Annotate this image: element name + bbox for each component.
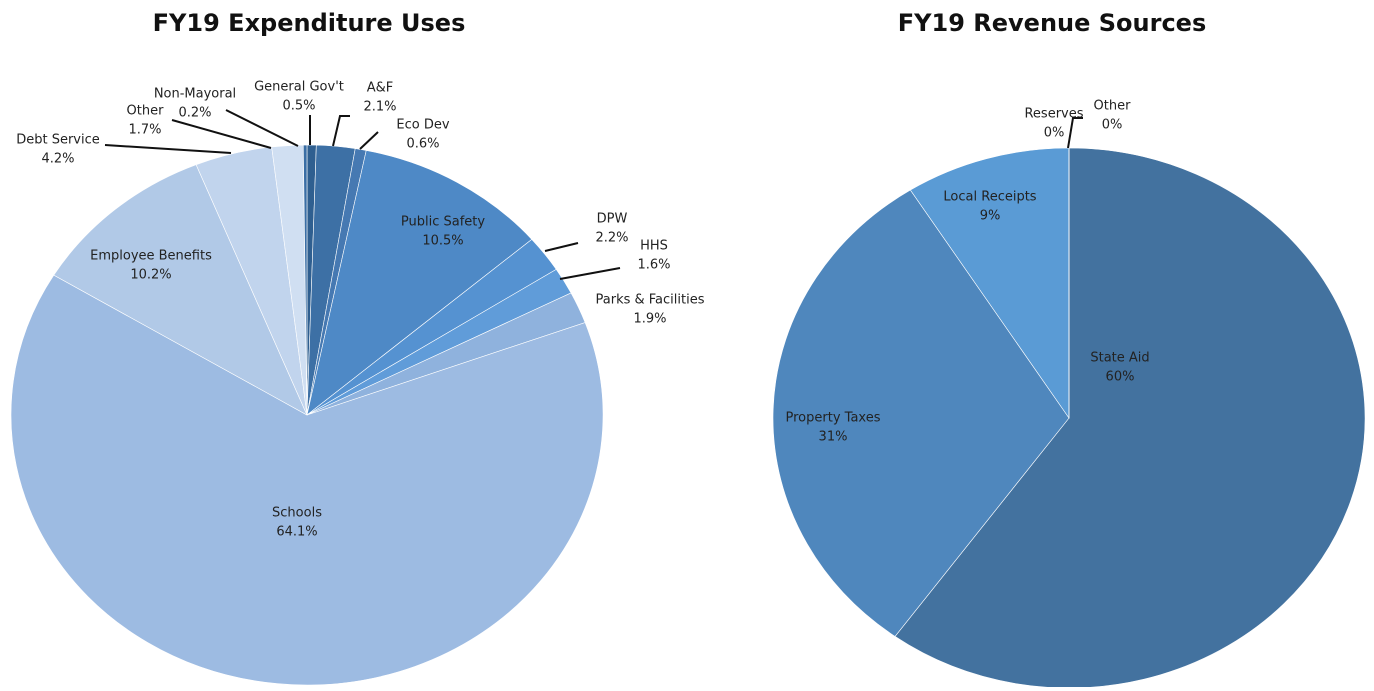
leader-line <box>104 144 232 154</box>
value-label: 60% <box>1106 370 1135 385</box>
slice-label: DPW <box>597 212 628 227</box>
slice-label: Non-Mayoral <box>154 87 236 102</box>
slice-label: HHS <box>640 239 668 254</box>
value-label: 64.1% <box>276 525 317 540</box>
slice-label: Debt Service <box>16 133 100 148</box>
leader-line <box>332 115 350 147</box>
chart-title: FY19 Expenditure Uses <box>153 9 466 37</box>
slice-label: Property Taxes <box>786 411 881 426</box>
leader-line <box>544 242 579 252</box>
pie-slice <box>53 164 308 416</box>
value-label: 0.6% <box>406 137 439 152</box>
slice-label: Public Safety <box>401 215 485 230</box>
value-label: 1.9% <box>633 312 666 327</box>
leader-line <box>171 119 272 149</box>
value-label: 0% <box>1102 118 1123 133</box>
value-label: 1.6% <box>637 258 670 273</box>
slice-label: State Aid <box>1090 351 1149 366</box>
slice-label: Eco Dev <box>396 118 449 133</box>
value-label: 0% <box>1044 126 1065 141</box>
slice-label: A&F <box>367 81 394 96</box>
value-label: 10.2% <box>130 268 171 283</box>
value-label: 2.1% <box>363 100 396 115</box>
pie-slice <box>306 150 533 416</box>
leader-line <box>225 109 299 147</box>
slice-label: General Gov't <box>254 80 344 95</box>
value-label: 2.2% <box>595 231 628 246</box>
leader-line <box>559 267 621 280</box>
slice-label: Other <box>127 104 165 119</box>
value-label: 1.7% <box>128 123 161 138</box>
slice-label: Local Receipts <box>943 190 1036 205</box>
value-label: 31% <box>819 430 848 445</box>
slice-label: Schools <box>272 506 322 521</box>
leader-line <box>1067 117 1083 149</box>
value-label: 9% <box>980 209 1001 224</box>
leader-line <box>359 131 379 150</box>
value-label: 10.5% <box>422 234 463 249</box>
pie-slice <box>772 189 1070 637</box>
slice-label: Parks & Facilities <box>596 293 705 308</box>
value-label: 0.5% <box>282 99 315 114</box>
slice-label: Reserves <box>1024 107 1083 122</box>
pie-slice <box>302 144 308 416</box>
chart-title: FY19 Revenue Sources <box>898 9 1207 37</box>
pie-slice <box>909 147 1070 419</box>
slice-label: Other <box>1094 99 1132 114</box>
pie-slice <box>10 274 604 686</box>
value-label: 0.2% <box>178 106 211 121</box>
value-label: 4.2% <box>41 152 74 167</box>
slice-label: Employee Benefits <box>90 249 212 264</box>
